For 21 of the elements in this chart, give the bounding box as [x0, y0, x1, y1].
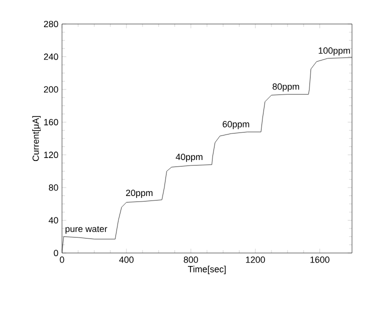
annotation: 60ppm	[222, 120, 250, 130]
annotation: 100ppm	[318, 47, 350, 56]
y-tick-label: 120	[44, 152, 58, 158]
x-tick-label: 800	[184, 256, 198, 263]
y-axis-title: Current[μA]	[32, 116, 41, 162]
y-tick-label: 80	[48, 184, 58, 191]
x-tick-label: 1200	[246, 256, 265, 263]
y-tick-label: 40	[48, 217, 58, 224]
annotation: 20ppm	[126, 190, 152, 198]
y-tick-label: 280	[44, 20, 58, 28]
x-tick-label: 0	[60, 256, 64, 263]
x-tick-label: 1600	[310, 256, 330, 263]
y-tick-label: 200	[44, 86, 58, 93]
x-tick-label: 400	[119, 256, 134, 263]
x-axis-title: Time[sec]	[188, 266, 226, 274]
y-tick-label: 240	[44, 54, 58, 60]
annotation: pure water	[66, 226, 108, 234]
annotation: 40ppm	[176, 154, 202, 162]
annotation: 80ppm	[272, 83, 300, 92]
y-tick-label: 0	[54, 250, 58, 256]
y-tick-label: 160	[44, 118, 58, 126]
